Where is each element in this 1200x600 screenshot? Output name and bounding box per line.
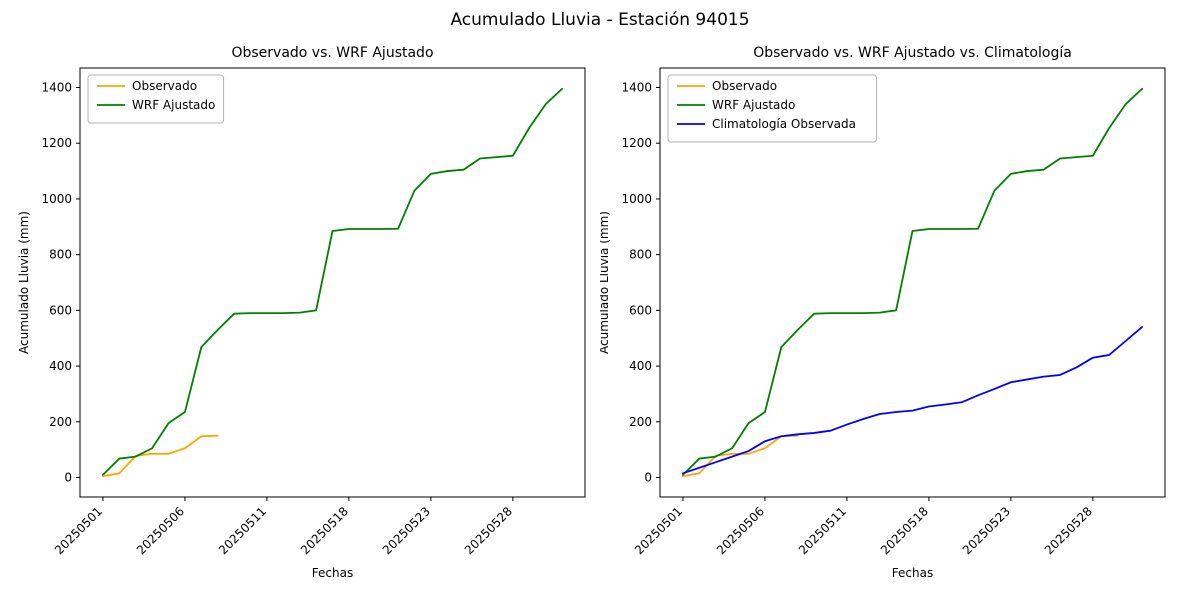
y-tick-label: 1200 (621, 136, 652, 150)
x-tick-label: 20250506 (714, 504, 767, 557)
axes-frame (659, 67, 1166, 498)
series-line (682, 87, 1143, 476)
series-line (682, 326, 1143, 475)
y-tick-label: 400 (629, 359, 652, 373)
x-tick-label: 20250518 (878, 504, 931, 557)
axes-frame (79, 67, 586, 498)
y-tick-label: 1400 (621, 81, 652, 95)
chart-observado-vs-wrf: Observado vs. WRF Ajustado 0 200 400 600 800 1… (17, 45, 586, 580)
y-tick-label: 800 (49, 248, 72, 262)
legend-box (87, 74, 225, 124)
legend-label: Climatología Observada (712, 117, 856, 131)
x-axis-label: Fechas (892, 566, 933, 580)
legend-label: WRF Ajustado (712, 98, 795, 112)
y-tick-label: 1000 (41, 192, 72, 206)
y-axis-label: Acumulado Lluvia (mm) (600, 211, 611, 354)
series-line (682, 434, 799, 478)
figure-title: Acumulado Lluvia - Estación 94015 (450, 10, 750, 30)
y-tick-label: 400 (49, 359, 72, 373)
y-tick-label: 600 (49, 303, 72, 317)
y-tick-label: 800 (629, 248, 652, 262)
y-tick-label: 200 (629, 415, 652, 429)
legend-box (667, 74, 878, 143)
x-tick-label: 20250501 (52, 504, 105, 557)
series-line (102, 434, 219, 478)
y-tick-label: 0 (64, 471, 72, 485)
y-tick-label: 0 (644, 471, 652, 485)
x-tick-label: 20250523 (380, 504, 433, 557)
x-tick-label: 20250528 (1042, 504, 1095, 557)
x-axis-label: Fechas (312, 566, 353, 580)
series-line (102, 87, 563, 476)
x-tick-label: 20250511 (216, 504, 269, 557)
subplot-title: Observado vs. WRF Ajustado (231, 45, 433, 61)
y-tick-label: 600 (629, 303, 652, 317)
x-tick-label: 20250523 (960, 504, 1013, 557)
subplot-title: Observado vs. WRF Ajustado vs. Climatolo… (753, 45, 1072, 61)
x-tick-label: 20250518 (298, 504, 351, 557)
x-tick-label: 20250506 (134, 504, 187, 557)
y-tick-label: 1000 (621, 192, 652, 206)
x-tick-label: 20250501 (632, 504, 685, 557)
legend-label: WRF Ajustado (132, 98, 215, 112)
legend-label: Observado (132, 79, 197, 93)
y-tick-label: 200 (49, 415, 72, 429)
x-tick-label: 20250528 (462, 504, 515, 557)
y-axis-label: Acumulado Lluvia (mm) (17, 211, 31, 354)
x-tick-label: 20250511 (796, 504, 849, 557)
y-tick-label: 1200 (41, 136, 72, 150)
y-tick-label: 1400 (41, 81, 72, 95)
legend-label: Observado (712, 79, 777, 93)
chart-observado-vs-wrf-vs-climatologia: Observado vs. WRF Ajustado vs. Climatolo… (600, 45, 1166, 580)
